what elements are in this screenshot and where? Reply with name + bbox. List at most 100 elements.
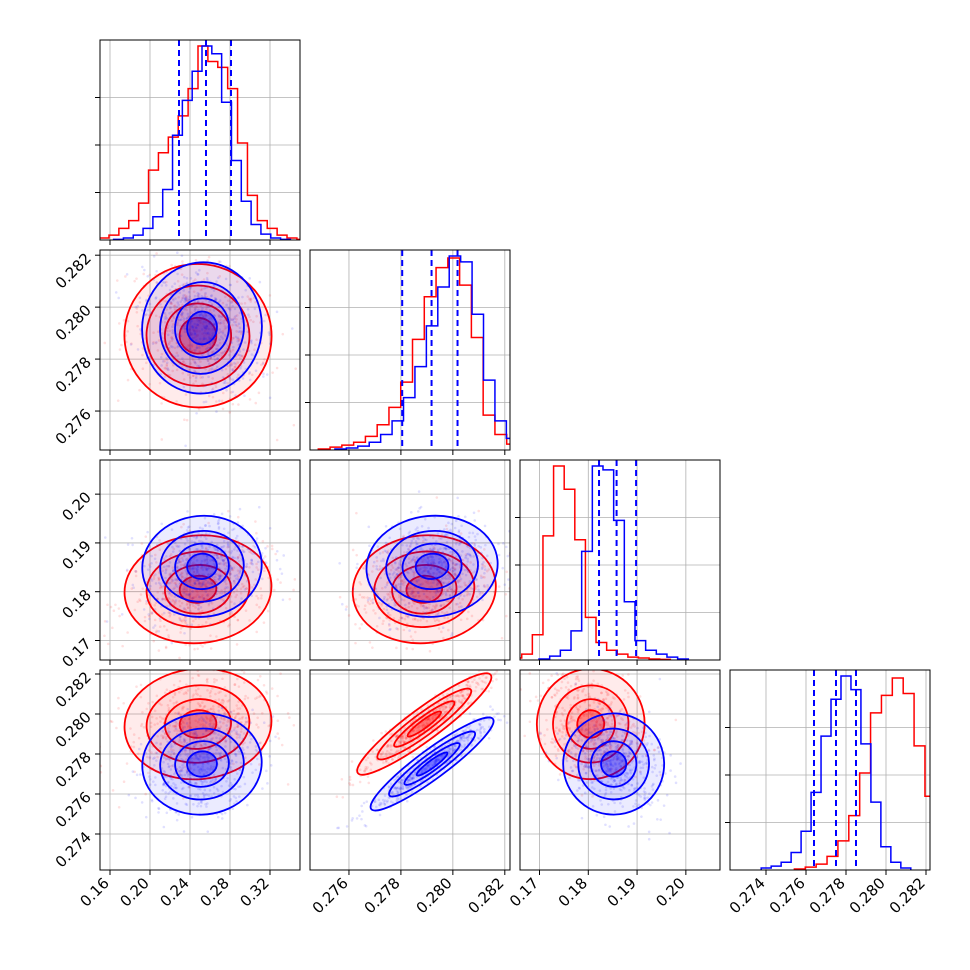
scatter-point xyxy=(424,595,428,598)
scatter-point xyxy=(403,580,406,584)
scatter-point xyxy=(176,251,179,255)
scatter-point xyxy=(167,565,171,568)
scatter-point xyxy=(250,559,254,563)
scatter-point xyxy=(188,328,192,332)
scatter-point xyxy=(167,706,171,710)
scatter-point xyxy=(402,583,405,587)
scatter-point xyxy=(215,348,218,351)
scatter-point xyxy=(174,602,177,605)
scatter-point xyxy=(465,584,468,587)
scatter-point xyxy=(419,583,423,586)
scatter-point xyxy=(216,276,220,280)
scatter-point xyxy=(475,595,479,599)
scatter-point xyxy=(168,329,171,333)
scatter-point xyxy=(355,566,359,570)
scatter-point xyxy=(219,701,223,704)
scatter-point xyxy=(394,561,397,565)
scatter-point xyxy=(188,331,191,334)
scatter-point xyxy=(217,578,221,582)
panel-2-2 xyxy=(515,459,721,665)
scatter-point xyxy=(495,678,498,681)
scatter-point xyxy=(435,604,438,608)
x-tick-label: 0.24 xyxy=(156,874,192,910)
scatter-point xyxy=(201,583,205,586)
scatter-point xyxy=(134,569,137,573)
scatter-point xyxy=(397,570,400,573)
scatter-point xyxy=(181,303,184,307)
scatter-point xyxy=(424,569,428,572)
scatter-point xyxy=(419,546,423,550)
scatter-point xyxy=(375,624,379,628)
scatter-point xyxy=(202,596,205,600)
scatter-point xyxy=(198,366,201,369)
scatter-point xyxy=(221,677,224,681)
scatter-point xyxy=(410,604,414,608)
scatter-point xyxy=(397,566,401,569)
scatter-point xyxy=(160,305,163,309)
scatter-point xyxy=(230,566,233,570)
scatter-point xyxy=(439,588,443,592)
scatter-point xyxy=(499,718,502,722)
scatter-point xyxy=(207,332,210,335)
scatter-point xyxy=(261,539,265,543)
scatter-point xyxy=(168,342,171,345)
scatter-point xyxy=(231,402,235,406)
scatter-point xyxy=(457,515,460,518)
scatter-point xyxy=(429,581,433,585)
scatter-point xyxy=(195,346,199,350)
scatter-point xyxy=(178,318,182,322)
scatter-point xyxy=(444,566,448,569)
scatter-point xyxy=(380,559,383,563)
scatter-point xyxy=(212,342,215,346)
scatter-point xyxy=(200,584,203,588)
scatter-point xyxy=(203,316,207,320)
scatter-point xyxy=(194,348,197,352)
scatter-point xyxy=(223,718,226,722)
scatter-point xyxy=(195,782,198,785)
scatter-point xyxy=(231,555,235,559)
scatter-point xyxy=(366,598,370,602)
scatter-series-1 xyxy=(103,505,286,645)
scatter-point xyxy=(228,308,232,312)
scatter-point xyxy=(196,323,199,326)
scatter-point xyxy=(393,603,397,607)
scatter-point xyxy=(229,318,233,321)
scatter-point xyxy=(493,715,496,719)
scatter-point xyxy=(200,581,204,585)
scatter-point xyxy=(206,593,209,597)
scatter-point xyxy=(206,346,209,349)
scatter-point xyxy=(265,373,269,376)
scatter-point xyxy=(478,591,482,594)
scatter-point xyxy=(442,547,446,550)
scatter-point xyxy=(267,724,270,728)
scatter-point xyxy=(405,544,409,547)
scatter-point xyxy=(236,361,239,364)
scatter-point xyxy=(183,588,187,591)
scatter-point xyxy=(148,302,152,306)
scatter-point xyxy=(195,314,198,318)
scatter-point xyxy=(417,537,420,541)
scatter-point xyxy=(448,606,451,610)
scatter-point xyxy=(138,388,141,392)
scatter-point xyxy=(149,577,153,580)
scatter-point xyxy=(227,531,230,535)
scatter-point xyxy=(148,756,152,760)
scatter-point xyxy=(159,355,163,359)
scatter-point xyxy=(275,310,279,314)
scatter-point xyxy=(470,614,474,618)
scatter-point xyxy=(266,545,269,548)
scatter-point xyxy=(197,292,201,296)
y-tick-label: 0.17 xyxy=(58,635,94,671)
scatter-point xyxy=(166,343,170,346)
scatter-point xyxy=(179,300,183,303)
scatter-point xyxy=(151,342,155,345)
scatter-point xyxy=(193,329,196,333)
scatter-point xyxy=(182,378,186,381)
scatter-point xyxy=(466,592,470,595)
panel-content xyxy=(317,250,510,450)
scatter-point xyxy=(416,542,419,546)
scatter-point xyxy=(222,314,225,318)
scatter-point xyxy=(230,612,234,616)
scatter-point xyxy=(156,755,159,759)
scatter-point xyxy=(236,521,240,524)
